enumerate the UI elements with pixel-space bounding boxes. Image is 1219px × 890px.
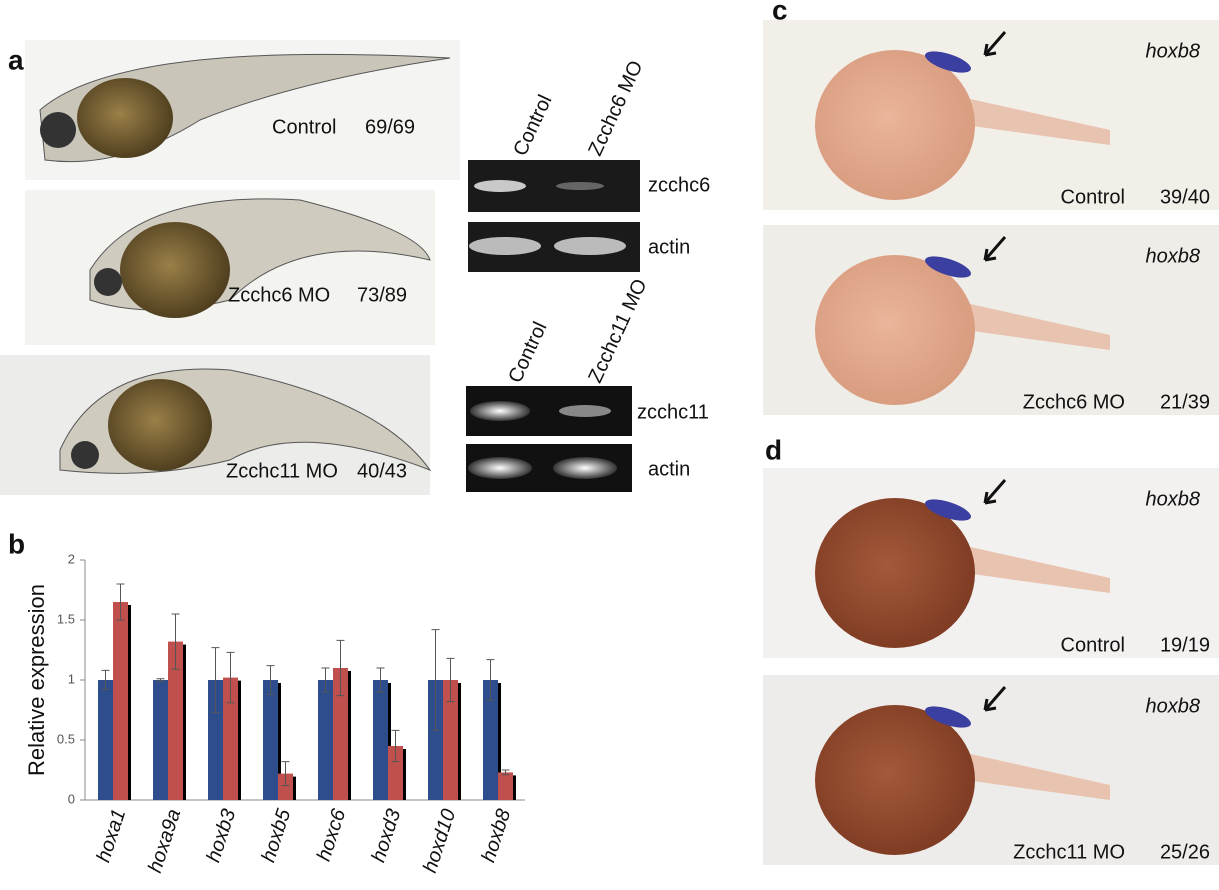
condition-label: Control — [1061, 186, 1125, 208]
error-bar — [101, 669, 110, 691]
lane-label: Control — [509, 92, 556, 160]
yolk — [815, 498, 975, 648]
error-bar — [116, 583, 125, 621]
arrow — [983, 479, 1007, 505]
bar — [373, 680, 388, 800]
error-bar — [321, 667, 330, 693]
bar — [333, 668, 348, 800]
panel-label: a — [8, 44, 24, 75]
bar — [223, 677, 238, 800]
bar — [168, 641, 183, 800]
gene-label: hoxb8 — [1146, 245, 1201, 267]
tail — [930, 745, 1110, 800]
x-tick-label: hoxb5 — [258, 806, 296, 865]
bar — [443, 680, 458, 800]
error-bar — [281, 761, 290, 787]
error-bar — [501, 769, 510, 776]
y-tick-label: 0 — [68, 791, 75, 806]
arrow — [983, 236, 1007, 262]
yolk — [815, 50, 975, 200]
error-bar — [446, 657, 455, 703]
lane-label: Zcchc6 MO — [584, 57, 647, 159]
bar — [498, 772, 513, 800]
panel-label: c — [772, 0, 788, 25]
yolk — [815, 255, 975, 405]
band-label: zcchc6 — [648, 174, 710, 196]
x-tick-label: hoxa9a — [144, 806, 185, 875]
bar — [153, 680, 168, 800]
gene-label: hoxb8 — [1146, 695, 1201, 717]
bar — [318, 680, 333, 800]
arrow — [983, 686, 1007, 712]
gene-label: hoxb8 — [1146, 488, 1201, 510]
stain — [925, 256, 971, 278]
band-label: zcchc11 — [637, 401, 709, 423]
condition-label: Zcchc6 MO — [1023, 391, 1125, 413]
error-bar — [391, 729, 400, 763]
error-bar — [431, 629, 440, 731]
error-bar — [336, 639, 345, 697]
condition-label: Control — [1061, 634, 1125, 656]
error-bar — [376, 667, 385, 693]
bar — [113, 602, 128, 800]
in-situ-images: hoxb8 Control 39/40 hoxb8 Zcchc6 MO 21/39 hoxb… — [763, 20, 1219, 865]
embryo-count: 40/43 — [357, 460, 407, 482]
tail — [930, 538, 1110, 593]
x-tick-label: hoxa1 — [93, 806, 131, 865]
count-label: 39/40 — [1160, 186, 1210, 208]
tail — [930, 90, 1110, 145]
gene-label: hoxb8 — [1146, 40, 1201, 62]
x-tick-label: hoxd3 — [368, 806, 406, 865]
embryo-name: Control — [272, 116, 336, 138]
bar — [388, 746, 403, 800]
count-label: 19/19 — [1160, 634, 1210, 656]
lane-label: Control — [504, 319, 551, 387]
y-axis-label: Relative expression — [24, 584, 49, 776]
embryo-name: Zcchc6 MO — [228, 284, 330, 306]
condition-label: Zcchc11 MO — [1013, 841, 1125, 863]
x-tick-label: hoxd10 — [419, 806, 460, 875]
error-bar — [156, 678, 165, 682]
y-tick-label: 1 — [68, 671, 75, 686]
bar — [483, 680, 498, 800]
x-tick-label: hoxc6 — [313, 806, 351, 864]
bar — [428, 680, 443, 800]
bar — [208, 680, 223, 800]
y-tick-label: 2 — [68, 551, 75, 566]
count-label: 21/39 — [1160, 391, 1210, 413]
arrow — [983, 31, 1007, 57]
yolk — [815, 705, 975, 855]
embryo-name: Zcchc11 MO — [226, 460, 338, 482]
bar — [263, 680, 278, 800]
error-bar — [211, 647, 220, 713]
bar-chart: 0 0.5 1 1.5 2 hoxa1 hoxa9a hoxb3 hoxb5 hoxc6 hoxd3… — [57, 551, 525, 876]
x-tick-label: hoxb8 — [478, 806, 516, 865]
y-tick-label: 0.5 — [57, 731, 75, 746]
stain — [925, 51, 971, 73]
panel-label: b — [8, 528, 25, 559]
panel-label: d — [765, 434, 782, 465]
embryo-count: 69/69 — [365, 116, 415, 138]
error-bar — [486, 659, 495, 701]
error-bar — [171, 613, 180, 670]
embryo-images — [0, 40, 460, 495]
gels — [466, 160, 640, 492]
count-label: 25/26 — [1160, 841, 1210, 863]
y-tick-label: 1.5 — [57, 611, 75, 626]
stain — [925, 499, 971, 521]
bar — [98, 680, 113, 800]
tail — [930, 295, 1110, 350]
stain — [925, 706, 971, 728]
x-tick-label: hoxb3 — [203, 806, 241, 865]
band-label: actin — [648, 236, 690, 258]
lane-label: Zcchc11 MO — [584, 276, 651, 387]
error-bar — [266, 665, 275, 695]
bar — [278, 773, 293, 800]
band-label: actin — [648, 458, 690, 480]
error-bar — [226, 651, 235, 704]
embryo-count: 73/89 — [357, 284, 407, 306]
